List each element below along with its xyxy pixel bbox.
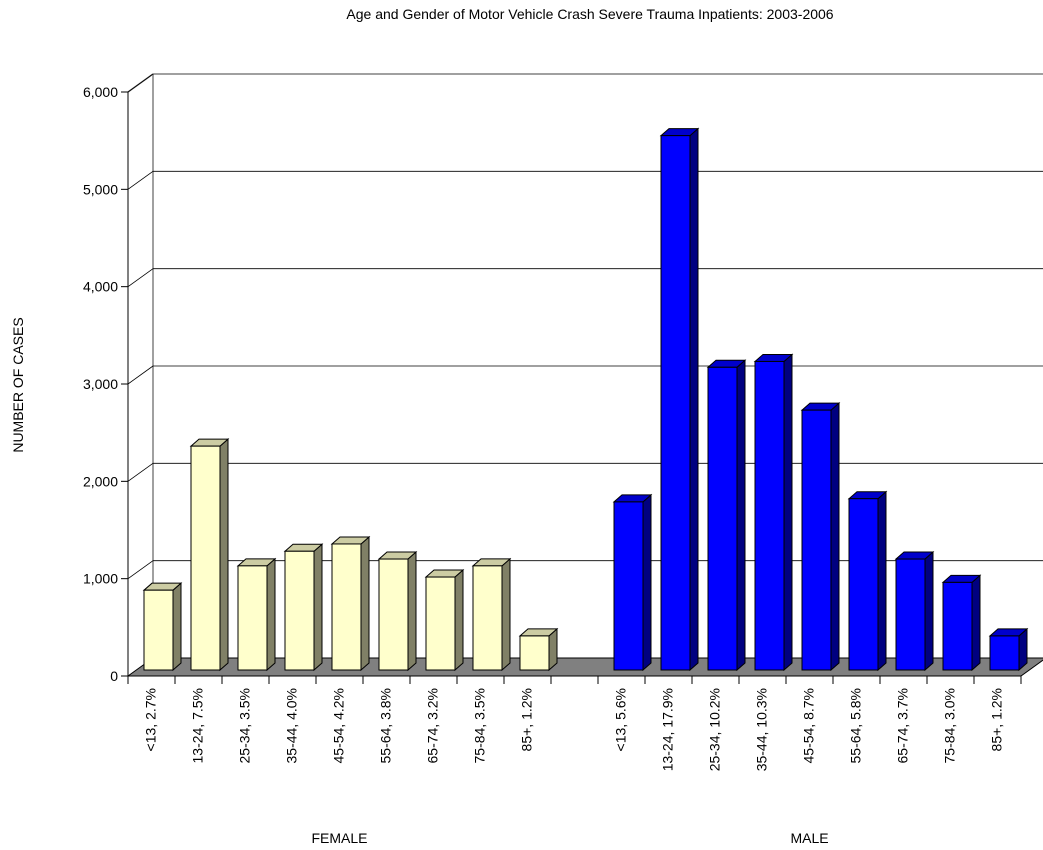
x-tick-label: <13, 5.6% [613,688,629,751]
side-grid-line [127,73,154,93]
x-tick-label: 85+, 1.2% [519,688,535,751]
x-tick-label: 65-74, 3.7% [895,688,911,764]
x-tick-label: 45-54, 4.2% [331,688,347,764]
y-tick-label: 3,000 [83,376,118,392]
bar [284,550,315,671]
x-tick-label: 65-74, 3.2% [425,688,441,764]
x-tick-label: 85+, 1.2% [989,688,1005,751]
bar [613,501,644,671]
bar-side [407,550,417,672]
x-tick-label: 55-64, 5.8% [848,688,864,764]
bar-side [501,557,511,672]
bar [331,543,362,671]
bar [942,581,973,671]
bar [237,565,268,671]
bar-side [172,582,182,672]
bar [989,635,1020,671]
x-tick-label: 25-34, 3.5% [237,688,253,764]
bar-side [360,535,370,672]
side-grid-line [127,560,154,579]
bar [472,565,503,671]
bar-side [830,402,840,672]
x-tick-label: 35-44, 4.0% [284,688,300,764]
x-tick-label: 45-54, 8.7% [801,688,817,764]
x-tick-label: <13, 2.7% [143,688,159,751]
chart-title: Age and Gender of Motor Vehicle Crash Se… [346,6,833,22]
x-tick-label: 13-24, 7.5% [190,688,206,764]
bar [801,409,832,671]
x-tick-label: 75-84, 3.0% [942,688,958,764]
bar [895,558,926,671]
bar [190,445,221,671]
y-tick-label: 5,000 [83,181,118,197]
side-grid-line [127,365,154,385]
bar-side [266,557,276,672]
bar-side [736,359,746,672]
bar [378,558,409,671]
bar-side [642,493,652,672]
bar-side [971,574,981,672]
x-tick-label: 35-44, 10.3% [754,688,770,771]
x-tick-label: 55-64, 3.8% [378,688,394,764]
y-axis-label: NUMBER OF CASES [10,317,26,452]
bar-side [219,438,229,672]
bar [707,366,738,671]
bar [425,576,456,671]
bar [848,498,879,671]
y-tick-label: 1,000 [83,571,118,587]
bar [660,135,691,671]
y-tick-label: 4,000 [83,279,118,295]
bar-side [783,353,793,672]
y-tick-label: 0 [110,668,118,684]
bar [519,635,550,671]
group-label: MALE [790,830,828,846]
group-label: FEMALE [311,830,367,846]
bar-side [313,543,323,672]
y-tick-label: 6,000 [83,84,118,100]
x-tick-label: 13-24, 17.9% [660,688,676,771]
bar-side [877,490,887,672]
bar-side [689,127,699,672]
bar-side [454,568,464,672]
bar [143,589,174,671]
x-tick-label: 75-84, 3.5% [472,688,488,764]
x-tick-label: 25-34, 10.2% [707,688,723,771]
bar-side [924,550,934,672]
bar [754,360,785,671]
side-grid-line [127,463,154,482]
side-grid-line [127,268,154,287]
side-grid-line [127,171,154,190]
y-tick-label: 2,000 [83,473,118,489]
